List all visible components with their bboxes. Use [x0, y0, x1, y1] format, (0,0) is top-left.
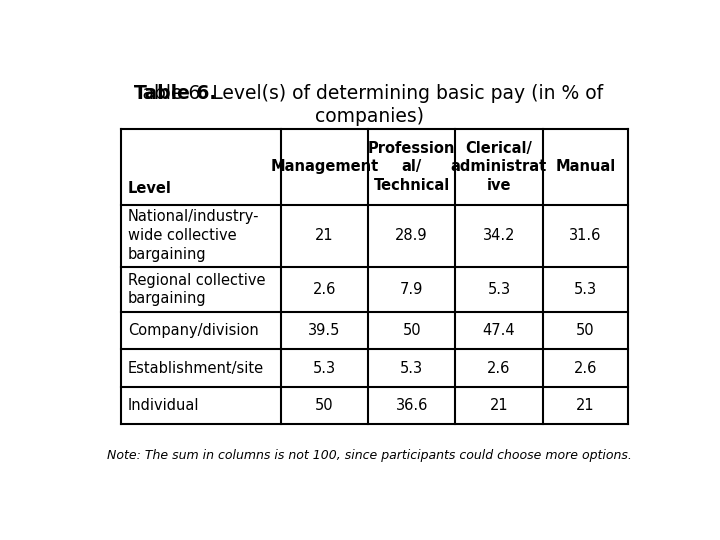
Text: 5.3: 5.3 — [312, 361, 336, 376]
Text: Establishment/site: Establishment/site — [128, 361, 264, 376]
Text: 21: 21 — [490, 398, 508, 413]
Text: 5.3: 5.3 — [400, 361, 423, 376]
Text: 50: 50 — [315, 398, 333, 413]
Text: 34.2: 34.2 — [482, 228, 516, 243]
Text: Individual: Individual — [128, 398, 199, 413]
Text: Company/division: Company/division — [128, 323, 258, 339]
Text: 5.3: 5.3 — [574, 282, 597, 297]
Text: 21: 21 — [576, 398, 595, 413]
Text: 47.4: 47.4 — [482, 323, 516, 339]
Text: 28.9: 28.9 — [395, 228, 428, 243]
Text: 7.9: 7.9 — [400, 282, 423, 297]
Text: Table 6.: Table 6. — [135, 84, 217, 103]
Text: 31.6: 31.6 — [570, 228, 602, 243]
Text: Management: Management — [270, 159, 379, 174]
Text: 2.6: 2.6 — [487, 361, 510, 376]
Text: 21: 21 — [315, 228, 333, 243]
Text: 2.6: 2.6 — [312, 282, 336, 297]
Text: Level: Level — [128, 181, 172, 196]
Text: 50: 50 — [402, 323, 421, 339]
Text: 50: 50 — [576, 323, 595, 339]
Text: Table 6. Level(s) of determining basic pay (in % of
companies): Table 6. Level(s) of determining basic p… — [135, 84, 603, 126]
Text: 36.6: 36.6 — [395, 398, 428, 413]
Text: Clerical/
administrat
ive: Clerical/ administrat ive — [451, 141, 547, 193]
Text: 2.6: 2.6 — [574, 361, 598, 376]
Text: 39.5: 39.5 — [308, 323, 341, 339]
Text: Manual: Manual — [555, 159, 616, 174]
Text: Note: The sum in columns is not 100, since participants could choose more option: Note: The sum in columns is not 100, sin… — [107, 449, 631, 462]
Text: Regional collective
bargaining: Regional collective bargaining — [128, 273, 266, 306]
Text: National/industry-
wide collective
bargaining: National/industry- wide collective barga… — [128, 210, 259, 261]
Text: 5.3: 5.3 — [487, 282, 510, 297]
Text: Profession
al/
Technical: Profession al/ Technical — [368, 141, 455, 193]
